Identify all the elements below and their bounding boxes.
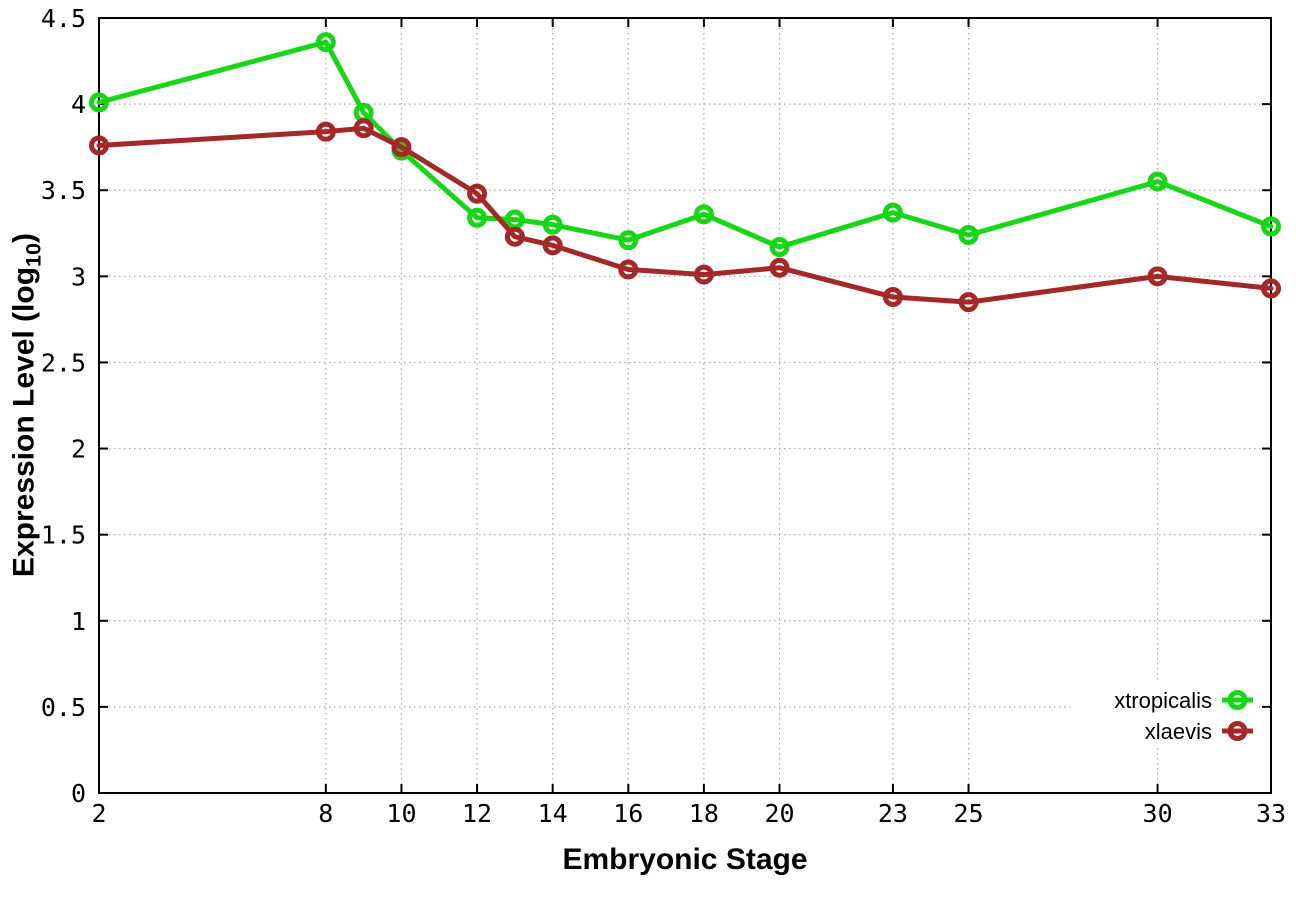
data-point-xtropicalis bbox=[315, 32, 336, 53]
x-tick-label: 33 bbox=[1256, 799, 1286, 828]
data-point-xlaevis bbox=[958, 292, 979, 313]
data-point-xlaevis bbox=[315, 121, 336, 142]
y-tick-label: 2 bbox=[71, 435, 86, 464]
data-point-xlaevis bbox=[353, 118, 374, 139]
x-tick-label: 12 bbox=[462, 799, 492, 828]
data-point-xtropicalis bbox=[618, 230, 639, 251]
y-axis-title-close: ) bbox=[7, 232, 41, 243]
legend-sample-marker-xtropicalis bbox=[1227, 690, 1248, 710]
y-tick-label: 3 bbox=[71, 262, 86, 291]
data-point-xlaevis bbox=[467, 183, 488, 204]
y-tick-label: 1 bbox=[71, 607, 86, 636]
data-point-xlaevis bbox=[391, 137, 412, 158]
data-point-xlaevis bbox=[769, 257, 790, 278]
x-tick-label: 8 bbox=[318, 799, 333, 828]
x-axis-title: Embryonic Stage bbox=[562, 843, 808, 876]
data-point-xtropicalis bbox=[882, 202, 903, 223]
data-point-xlaevis bbox=[693, 264, 714, 285]
x-tick-label: 30 bbox=[1143, 799, 1173, 828]
data-point-xlaevis bbox=[618, 259, 639, 280]
y-axis-title-subscript: 10 bbox=[20, 242, 46, 267]
data-point-xtropicalis bbox=[769, 237, 790, 258]
y-tick-label: 4.5 bbox=[41, 4, 86, 33]
legend-background bbox=[1072, 682, 1258, 748]
y-axis-title-text: Expression Level (log bbox=[7, 266, 41, 578]
data-point-xtropicalis bbox=[693, 204, 714, 225]
y-axis-title: Expression Level (log10) bbox=[8, 233, 47, 577]
data-point-xlaevis bbox=[542, 235, 563, 256]
data-point-xtropicalis bbox=[542, 214, 563, 235]
y-tick-label: 2.5 bbox=[41, 348, 86, 377]
data-point-xlaevis bbox=[882, 287, 903, 307]
data-point-xtropicalis bbox=[1261, 216, 1281, 237]
data-point-xlaevis bbox=[1147, 266, 1168, 287]
legend-label-xlaevis: xlaevis bbox=[1145, 719, 1212, 744]
y-tick-label: 3.5 bbox=[41, 176, 86, 205]
data-point-xtropicalis bbox=[1147, 171, 1168, 192]
x-tick-label: 2 bbox=[91, 799, 106, 828]
x-tick-label: 23 bbox=[878, 799, 908, 828]
x-tick-label: 20 bbox=[764, 799, 794, 828]
x-tick-label: 10 bbox=[386, 799, 416, 828]
series-line-xtropicalis bbox=[96, 39, 1274, 250]
x-tick-label: 16 bbox=[613, 799, 643, 828]
data-point-xlaevis bbox=[504, 226, 525, 247]
legend-label-xtropicalis: xtropicalis bbox=[1114, 688, 1212, 713]
x-tick-label: 18 bbox=[689, 799, 719, 828]
data-point-xlaevis bbox=[1261, 278, 1281, 299]
y-tick-label: 1.5 bbox=[41, 521, 86, 550]
plot-border bbox=[98, 17, 1272, 794]
x-tick-label: 14 bbox=[538, 799, 568, 828]
data-point-xlaevis bbox=[89, 135, 109, 156]
data-point-xtropicalis bbox=[89, 92, 109, 113]
data-point-xtropicalis bbox=[467, 207, 488, 228]
x-tick-label: 25 bbox=[953, 799, 983, 828]
data-point-xtropicalis bbox=[958, 225, 979, 245]
legend-sample-marker-xlaevis bbox=[1227, 721, 1248, 741]
y-tick-label: 0.5 bbox=[41, 693, 86, 722]
y-tick-label: 4 bbox=[71, 90, 86, 119]
y-tick-label: 0 bbox=[71, 779, 86, 808]
